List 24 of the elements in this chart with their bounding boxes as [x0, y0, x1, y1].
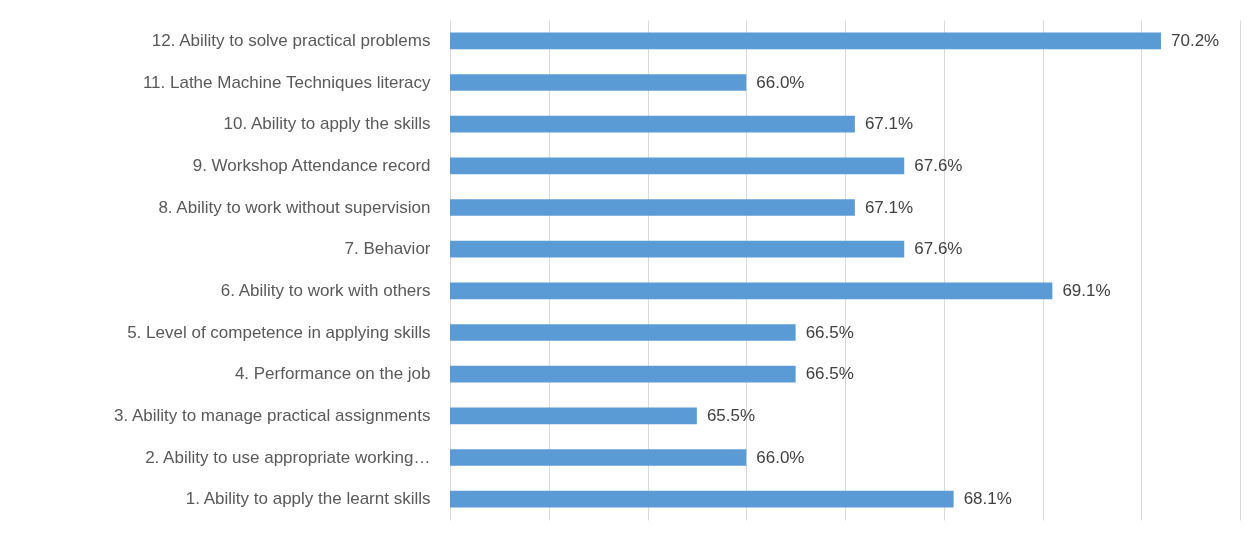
data-label: 66.5%: [805, 364, 854, 384]
data-label: 67.1%: [864, 114, 914, 134]
y-tick-label: 8. Ability to work without supervision: [158, 197, 431, 217]
y-tick-label: 1. Ability to apply the learnt skills: [185, 489, 431, 509]
data-label: 65.5%: [706, 405, 756, 425]
data-label: 66.0%: [756, 447, 805, 467]
data-label: 66.5%: [805, 322, 854, 342]
y-tick-label: 6. Ability to work with others: [220, 280, 431, 300]
data-label: 68.1%: [963, 489, 1012, 509]
y-tick-label: 12. Ability to solve practical problems: [151, 30, 431, 50]
y-tick-label: 5. Level of competence in applying skills: [127, 322, 431, 342]
y-tick-label: 10. Ability to apply the skills: [223, 114, 431, 134]
y-tick-label: 2. Ability to use appropriate working…: [145, 447, 431, 467]
y-tick-label: 11. Lathe Machine Techniques literacy: [142, 72, 431, 92]
y-tick-label: 4. Performance on the job: [234, 364, 431, 384]
y-tick-label: 3. Ability to manage practical assignments: [113, 405, 431, 425]
data-label: 69.1%: [1062, 280, 1111, 300]
data-label: 70.2%: [1171, 30, 1220, 50]
y-tick-label: 7. Behavior: [344, 239, 431, 259]
data-label: 67.6%: [914, 239, 963, 259]
data-label: 67.6%: [914, 155, 963, 175]
data-label: 67.1%: [864, 197, 914, 217]
y-tick-label: 9. Workshop Attendance record: [192, 155, 431, 175]
data-label: 66.0%: [756, 72, 805, 92]
